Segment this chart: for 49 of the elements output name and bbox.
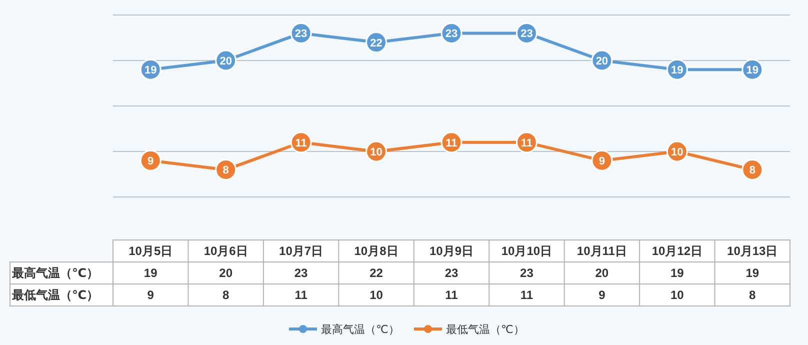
data-label: 19 [144, 266, 158, 280]
legend-label: 最高气温（℃） [321, 323, 400, 336]
data-label: 10 [671, 146, 684, 158]
data-label: 22 [370, 266, 384, 280]
data-label: 11 [445, 288, 458, 302]
x-tick-label: 10月6日 [204, 244, 248, 258]
data-label: 20 [596, 56, 608, 68]
data-label: 11 [295, 137, 307, 150]
data-label: 10 [370, 288, 384, 302]
data-label: 19 [746, 64, 759, 77]
data-label: 23 [445, 28, 458, 40]
data-label: 20 [595, 266, 609, 280]
x-tick-label: 10月10日 [501, 244, 552, 258]
data-label: 9 [147, 288, 154, 302]
x-tick-label: 10月5日 [128, 244, 173, 258]
data-label: 8 [749, 164, 756, 177]
data-label: 11 [520, 137, 533, 150]
point [591, 150, 613, 172]
data-label: 19 [746, 266, 760, 280]
point [215, 158, 237, 180]
data-label: 19 [144, 64, 157, 77]
x-tick-label: 10月7日 [279, 244, 324, 258]
data-label: 22 [370, 37, 382, 50]
x-tick-label: 10月12日 [652, 244, 703, 258]
data-label: 11 [294, 288, 308, 302]
data-label: 11 [446, 137, 458, 150]
data-label: 23 [294, 28, 308, 40]
x-tick-label: 10月11日 [576, 244, 627, 258]
data-label: 9 [598, 288, 606, 302]
data-label: 19 [670, 266, 684, 280]
data-label: 20 [220, 56, 232, 68]
data-label: 8 [222, 288, 230, 302]
data-label: 9 [598, 156, 606, 168]
legend-label: 最低气温（℃） [446, 324, 524, 336]
data-label: 8 [749, 288, 756, 302]
x-tick-label: 10月13日 [727, 244, 778, 258]
data-label: 23 [294, 266, 308, 280]
data-label: 19 [671, 64, 684, 77]
x-tick-label: 10月8日 [354, 244, 398, 258]
data-label: 23 [444, 266, 458, 280]
data-label: 10 [670, 288, 684, 302]
data-label: 8 [222, 164, 229, 177]
data-label: 10 [370, 146, 382, 158]
data-label: 23 [520, 266, 534, 280]
data-label: 20 [219, 266, 233, 280]
data-label: 23 [520, 28, 533, 40]
data-label: 11 [520, 288, 534, 302]
x-tick-label: 10月9日 [429, 244, 474, 258]
data-label: 9 [148, 156, 154, 168]
